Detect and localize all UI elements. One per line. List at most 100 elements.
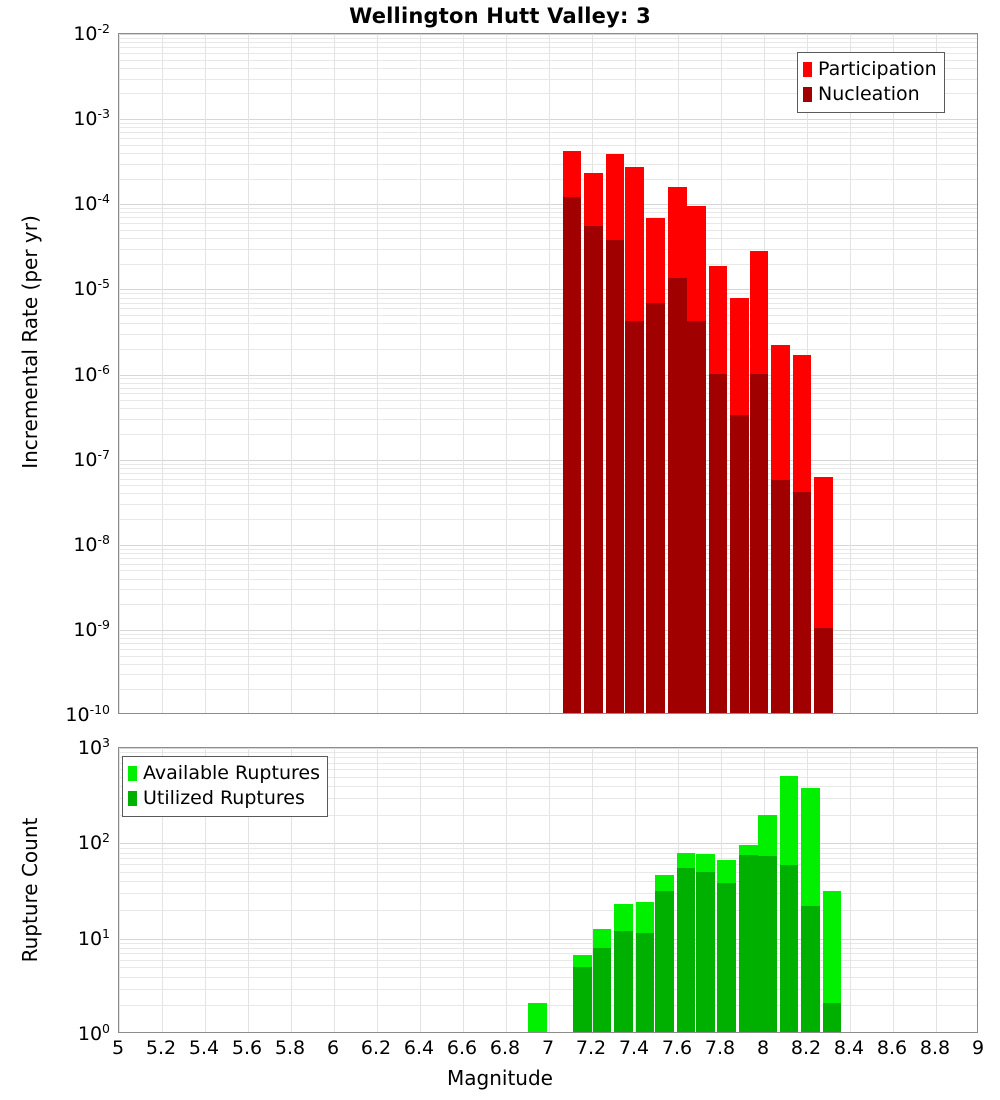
bar xyxy=(738,748,758,1032)
x-axis-tick-label: 5.2 xyxy=(145,1037,177,1059)
gridline xyxy=(119,93,977,95)
x-axis-tick-label: 8.4 xyxy=(833,1037,865,1059)
gridline xyxy=(119,293,977,295)
gridline-vertical xyxy=(549,748,550,1032)
gridline xyxy=(119,847,977,849)
x-axis-tick-label: 5 xyxy=(111,1037,125,1059)
legend-label: Participation xyxy=(818,58,937,80)
bar-segment-available xyxy=(528,1003,547,1032)
x-axis-tick-label: 6.4 xyxy=(403,1037,435,1059)
gridline xyxy=(119,519,977,521)
y-axis-tick-label: 102 xyxy=(77,830,110,855)
y-axis-label-top: Incremental Rate (per yr) xyxy=(18,215,42,469)
gridline xyxy=(119,387,977,389)
bar-segment-nucleation xyxy=(584,226,603,713)
gridline xyxy=(119,333,977,335)
rupture-count-y-axis: 103 102 101 100 xyxy=(0,735,110,1045)
legend-item: Nucleation xyxy=(803,82,937,107)
gridline-vertical xyxy=(463,748,464,1032)
bar-segment-utilized xyxy=(614,930,633,1032)
legend-item: Available Ruptures xyxy=(128,761,320,786)
legend-swatch-icon xyxy=(128,766,137,781)
gridline-vertical xyxy=(420,34,421,713)
bar-segment-nucleation xyxy=(605,240,625,713)
gridline xyxy=(119,132,977,134)
bar xyxy=(592,748,612,1032)
bar-segment-utilized xyxy=(573,967,592,1032)
bar xyxy=(749,34,769,713)
x-axis-tick-label: 6.2 xyxy=(360,1037,392,1059)
gridline-vertical xyxy=(420,748,421,1032)
bar xyxy=(801,748,820,1032)
bar-segment-nucleation xyxy=(562,197,582,713)
gridline xyxy=(119,663,977,665)
bar xyxy=(667,34,687,713)
gridline xyxy=(119,552,977,554)
gridline xyxy=(119,485,977,487)
gridline-vertical xyxy=(119,748,120,1032)
bar xyxy=(676,748,696,1032)
x-axis-tick-label: 5.6 xyxy=(231,1037,263,1059)
gridline-vertical xyxy=(119,34,120,713)
gridline xyxy=(119,52,977,54)
x-axis-tick-label: 6 xyxy=(326,1037,340,1059)
gridline xyxy=(119,570,977,572)
gridline-vertical xyxy=(291,748,292,1032)
gridline-vertical xyxy=(893,34,894,713)
gridline-vertical xyxy=(334,748,335,1032)
x-axis-tick-label: 7.4 xyxy=(618,1037,650,1059)
page-title: Wellington Hutt Valley: 3 xyxy=(349,4,651,28)
gridline-vertical xyxy=(205,34,206,713)
gridline xyxy=(119,144,977,146)
gridline xyxy=(119,208,977,210)
gridline xyxy=(119,37,977,39)
gridline xyxy=(119,127,977,129)
legend-swatch-icon xyxy=(803,62,812,77)
gridline xyxy=(119,59,977,61)
bar xyxy=(528,748,547,1032)
gridline-vertical xyxy=(506,748,507,1032)
gridline xyxy=(119,748,977,749)
x-axis-tick-label: 9 xyxy=(971,1037,985,1059)
x-axis-tick-label: 8.6 xyxy=(876,1037,908,1059)
gridline xyxy=(119,78,977,80)
gridline xyxy=(119,578,977,580)
x-axis-tick-label: 7.6 xyxy=(661,1037,693,1059)
gridline xyxy=(119,308,977,310)
bar xyxy=(708,34,728,713)
bar xyxy=(771,34,790,713)
y-axis-tick-label: 10-8 xyxy=(73,531,110,556)
gridline xyxy=(119,938,977,940)
gridline xyxy=(119,909,977,911)
gridline-vertical xyxy=(377,748,378,1032)
gridline xyxy=(119,872,977,874)
gridline-vertical xyxy=(936,34,937,713)
gridline-vertical xyxy=(205,748,206,1032)
gridline xyxy=(119,947,977,949)
bar xyxy=(507,748,526,1032)
gridline xyxy=(119,212,977,214)
gridline-vertical xyxy=(936,748,937,1032)
gridline xyxy=(119,655,977,657)
gridline xyxy=(119,674,977,676)
bar xyxy=(442,748,461,1032)
gridline xyxy=(119,757,977,759)
gridline xyxy=(119,563,977,565)
gridline xyxy=(119,408,977,410)
gridline xyxy=(119,557,977,559)
gridline xyxy=(119,163,977,165)
bar xyxy=(687,34,706,713)
gridline xyxy=(119,315,977,316)
incremental-rate-plot-area xyxy=(118,33,978,714)
gridline xyxy=(119,478,977,480)
gridline-vertical xyxy=(893,748,894,1032)
gridline xyxy=(119,852,977,854)
gridline-vertical xyxy=(592,748,593,1032)
gridline xyxy=(119,119,977,121)
legend-swatch-icon xyxy=(128,791,137,806)
bar-segment-nucleation xyxy=(771,479,790,713)
gridline xyxy=(119,976,977,978)
y-axis-tick-label: 10-4 xyxy=(73,191,110,216)
gridline xyxy=(119,459,977,461)
